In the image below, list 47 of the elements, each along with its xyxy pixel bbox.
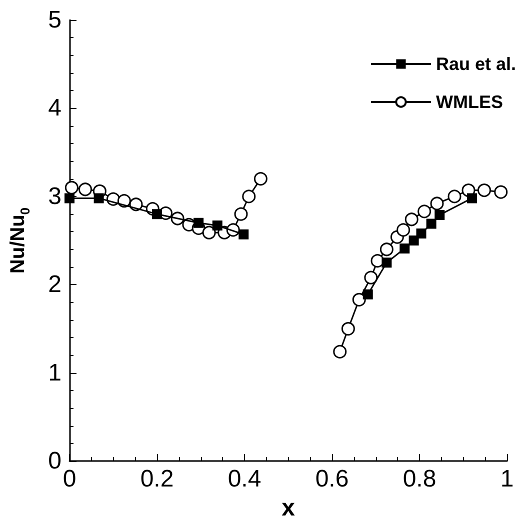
point [194,218,204,228]
point [418,204,432,218]
point [254,172,268,186]
point [362,289,373,300]
point [434,210,445,220]
legend-label: WMLES [436,92,503,112]
y-tick-label: 5 [48,6,62,34]
y-tick-label: 3 [48,182,62,210]
x-tick-label: 0.6 [315,466,349,493]
point [448,190,462,204]
x-tick-label: 0.4 [228,466,262,493]
y-tick-label: 4 [48,94,62,122]
point [426,218,436,229]
point [380,242,394,256]
point [333,344,347,358]
point [467,193,477,204]
y-tick-label: 0 [48,448,62,475]
point [494,185,508,199]
legend-label: Rau et al. [436,54,516,74]
point [382,258,392,268]
point [478,184,491,198]
x-tick-label: 1 [500,466,514,493]
x-tick-label: 0.8 [402,466,436,493]
point [341,322,355,336]
y-tick-label: 1 [48,359,62,386]
point [400,243,410,254]
point [364,270,378,284]
point [152,209,162,220]
y-tick-label: 2 [48,271,62,298]
point [404,212,418,226]
point [430,196,444,210]
point [64,193,74,204]
point [78,182,92,196]
point [242,190,256,204]
y-axis-title: Nu/Nu0 [7,207,32,274]
x-tick-label: 0.2 [140,466,174,493]
point [416,228,426,238]
point [396,223,410,237]
point [202,226,216,240]
point [238,229,249,240]
point [234,207,248,221]
point [212,220,222,231]
point [94,193,104,204]
x-axis-title: x [282,494,296,522]
point [64,180,78,194]
point [352,292,366,306]
point [408,236,419,246]
